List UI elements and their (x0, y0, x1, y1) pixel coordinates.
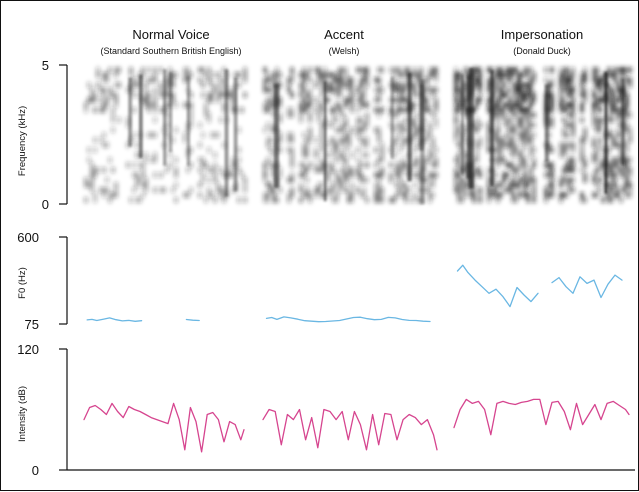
column-title-accent: Accent (324, 27, 364, 42)
f0-trace-normal (86, 317, 200, 322)
intensity-tick-label-bottom: 0 (32, 463, 39, 478)
f0-tick-label-bottom: 75 (25, 317, 39, 332)
spectrogram-tick-label-bottom: 0 (42, 197, 49, 212)
spectrogram-axis-label: Frequency (kHz) (17, 106, 28, 176)
intensity-panel: 120 0 Intensity (dB) (17, 342, 635, 478)
intensity-trace-normal (83, 402, 245, 453)
intensity-traces (83, 398, 630, 453)
spectrogram-panel: 5 0 Frequency (kHz) (17, 58, 632, 212)
intensity-tick-label-top: 120 (17, 342, 39, 357)
intensity-trace-accent (262, 408, 438, 451)
intensity-axis-label: Intensity (dB) (17, 386, 28, 442)
f0-axis-label: F0 (Hz) (17, 267, 28, 299)
intensity-trace-impersonation (453, 398, 630, 436)
spectrogram-tick-label-top: 5 (42, 58, 49, 73)
f0-trace-accent (265, 316, 431, 323)
column-subtitle-impersonation: (Donald Duck) (513, 46, 571, 56)
column-title-normal: Normal Voice (132, 27, 209, 42)
spectrogram-accent (263, 67, 438, 205)
spectrogram-normal (84, 67, 247, 203)
spectrogram-images (84, 67, 632, 205)
column-subtitle-accent: (Welsh) (329, 46, 360, 56)
f0-traces (86, 264, 623, 323)
f0-tick-label-top: 600 (17, 230, 39, 245)
f0-trace-impersonation (456, 264, 623, 308)
spectrogram-impersonation (454, 67, 632, 203)
f0-panel: 600 75 F0 (Hz) (17, 230, 623, 332)
column-title-impersonation: Impersonation (501, 27, 583, 42)
column-subtitle-normal: (Standard Southern British English) (100, 46, 241, 56)
